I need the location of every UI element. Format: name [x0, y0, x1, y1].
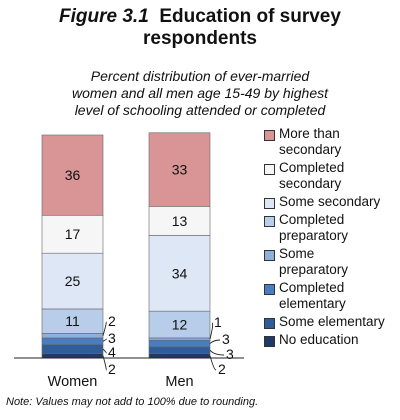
bar-segment-men-some-elementary — [148, 346, 211, 354]
bar-segment-men-some-secondary — [148, 235, 211, 312]
bar-segment-women-more-than-secondary — [41, 134, 104, 216]
figure-number: Figure 3.1 — [59, 6, 149, 27]
callout-line — [209, 349, 225, 356]
bar-segment-men-completed-preparatory — [148, 310, 211, 339]
legend-swatch — [264, 318, 275, 329]
data-label-women-completed-preparatory: 11 — [65, 313, 80, 329]
callout-label-men-no-education: 2 — [218, 361, 226, 377]
data-label-women-more-than-secondary: 36 — [65, 167, 81, 183]
bar-segment-women-completed-secondary — [41, 214, 104, 254]
legend-label: Completed preparatory — [279, 212, 349, 243]
bar-segment-women-some-secondary — [41, 252, 104, 310]
bar-segment-men-some-preparatory — [148, 337, 211, 341]
callout-label-men-some-elementary: 3 — [226, 346, 234, 362]
callout-label-women-some-elementary: 4 — [108, 344, 116, 360]
callout-label-women-no-education: 2 — [108, 361, 116, 377]
callout-label-women-some-preparatory: 2 — [108, 313, 116, 329]
subtitle-line-2: women and all men age 15-49 by highest — [71, 85, 329, 101]
subtitle-line-3: level of schooling attended or completed — [74, 102, 326, 118]
legend-label: Some secondary — [279, 194, 381, 209]
subtitle-line-1: Percent distribution of ever-married — [90, 68, 310, 84]
bar-segment-women-completed-elementary — [41, 337, 104, 345]
legend-item-some-elementary: Some elementary — [264, 314, 398, 330]
callout-line — [209, 322, 214, 340]
legend-swatch — [264, 250, 275, 261]
legend-item-more-than-secondary: More than secondary — [264, 126, 398, 158]
callout-label-men-some-preparatory: 1 — [214, 314, 222, 330]
legend-swatch — [264, 216, 275, 227]
legend-item-completed-elementary: Completed elementary — [264, 280, 398, 312]
callout-line — [102, 338, 107, 342]
legend-swatch — [264, 130, 275, 141]
legend-label: Completed elementary — [279, 280, 346, 311]
category-label-men: Men — [165, 374, 193, 390]
legend-label: Some elementary — [279, 314, 385, 329]
data-label-men-completed-preparatory: 12 — [172, 317, 188, 333]
bar-segment-men-completed-secondary — [148, 206, 211, 236]
bar-segment-men-completed-elementary — [148, 339, 211, 348]
bar-segment-men-more-than-secondary — [148, 132, 211, 207]
bar-segment-women-no-education — [41, 353, 104, 359]
callout-line — [209, 339, 221, 344]
bar-segment-men-no-education — [148, 353, 211, 359]
legend-item-some-secondary: Some secondary — [264, 194, 398, 210]
legend-label: Some preparatory — [279, 246, 349, 277]
callout-label-men-completed-elementary: 3 — [222, 331, 230, 347]
legend-item-some-preparatory: Some preparatory — [264, 246, 398, 278]
legend-item-completed-preparatory: Completed preparatory — [264, 212, 398, 244]
data-label-men-some-secondary: 34 — [172, 265, 188, 281]
legend-label: Completed secondary — [279, 160, 345, 191]
legend-swatch — [264, 284, 275, 295]
legend-swatch — [264, 198, 275, 209]
legend: More than secondary Completed secondary So… — [264, 126, 398, 350]
bar-segment-women-some-elementary — [41, 344, 104, 354]
data-label-men-completed-secondary: 13 — [172, 213, 188, 229]
title-text: Education of survey respondents — [142, 6, 341, 49]
legend-swatch — [264, 164, 275, 175]
chart-title: Figure 3.1 Education of survey responden… — [0, 6, 400, 50]
footnote: Note: Values may not add to 100% due to … — [6, 396, 259, 408]
callout-line — [102, 348, 107, 354]
data-label-women-completed-secondary: 17 — [65, 226, 81, 242]
data-label-women-some-secondary: 25 — [65, 273, 81, 289]
data-label-men-more-than-secondary: 33 — [172, 162, 188, 178]
bar-segment-women-completed-preparatory — [41, 308, 104, 334]
category-label-women: Women — [48, 374, 98, 390]
bar-segment-women-some-preparatory — [41, 333, 104, 339]
callout-label-women-completed-elementary: 3 — [108, 330, 116, 346]
legend-label: No education — [279, 332, 359, 347]
chart-subtitle: Percent distribution of ever-married wom… — [0, 68, 400, 119]
legend-label: More than secondary — [279, 126, 342, 157]
legend-item-completed-secondary: Completed secondary — [264, 160, 398, 192]
legend-item-no-education: No education — [264, 332, 398, 348]
legend-swatch — [264, 336, 275, 347]
callout-line — [102, 321, 107, 336]
